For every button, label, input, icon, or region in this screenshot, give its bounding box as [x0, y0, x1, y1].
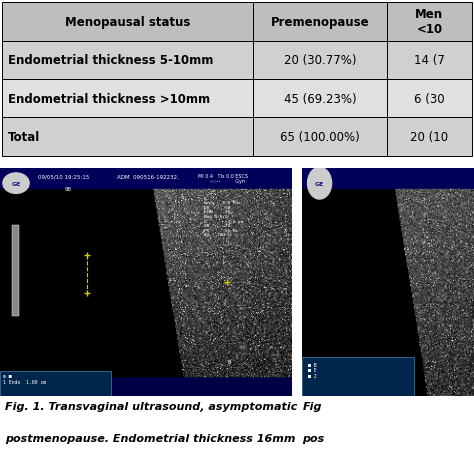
Bar — [2, 80, 254, 118]
Bar — [254, 80, 387, 118]
Text: 6 (30: 6 (30 — [414, 93, 445, 106]
Text: Total: Total — [8, 131, 40, 144]
Bar — [302, 357, 414, 396]
Text: Fig: Fig — [302, 401, 322, 411]
Text: MI 0.4   TIs 0.0 ESCS: MI 0.4 TIs 0.0 ESCS — [198, 173, 248, 178]
Text: 20 (30.77%): 20 (30.77%) — [284, 54, 356, 67]
Circle shape — [308, 168, 332, 200]
Bar — [254, 118, 387, 156]
Text: 8-: 8- — [228, 359, 232, 364]
Bar — [387, 118, 472, 156]
Text: 09/05/10 19:25:15: 09/05/10 19:25:15 — [38, 175, 89, 180]
Bar — [387, 80, 472, 118]
Text: GE: GE — [11, 181, 21, 186]
Text: GE: GE — [315, 181, 324, 186]
Text: Premenopause: Premenopause — [271, 16, 370, 29]
Bar — [387, 3, 472, 42]
Bar — [254, 3, 387, 42]
Bar — [2, 118, 254, 156]
Bar — [12, 225, 19, 317]
Text: ⊕ ■
1 Endo  1.60 cm: ⊕ ■ 1 Endo 1.60 cm — [3, 373, 46, 384]
Text: ■ B
■ E
■ 2: ■ B ■ E ■ 2 — [308, 362, 316, 378]
Text: 98: 98 — [64, 187, 71, 192]
Bar — [254, 42, 387, 80]
Text: Endometrial thickness 5-10mm: Endometrial thickness 5-10mm — [8, 54, 213, 67]
Text: Men
<10: Men <10 — [415, 8, 444, 36]
Text: pos: pos — [302, 433, 325, 443]
Text: ADM  090516-192232,: ADM 090516-192232, — [117, 175, 179, 180]
Circle shape — [3, 174, 29, 194]
Text: -:-:--          Gyn: -:-:-- Gyn — [210, 179, 245, 184]
Text: 45 (69.23%): 45 (69.23%) — [284, 93, 356, 106]
Bar — [387, 42, 472, 80]
Text: 14 (7: 14 (7 — [414, 54, 445, 67]
Text: 20 (10: 20 (10 — [410, 131, 448, 144]
Bar — [0, 371, 111, 396]
Text: postmenopause. Endometrial thickness 16mm: postmenopause. Endometrial thickness 16m… — [5, 433, 295, 443]
Bar — [2, 3, 254, 42]
Text: Endometrial thickness >10mm: Endometrial thickness >10mm — [8, 93, 210, 106]
Text: Menopausal status: Menopausal status — [65, 16, 191, 29]
Text: Fig. 1. Transvaginal ultrasound, asymptomatic: Fig. 1. Transvaginal ultrasound, asympto… — [5, 401, 297, 411]
Text: B
Freq   8.0 MHz
Gn      50
EIA     10
Map D/0/0
D        7.0 cm
DR      72
FR  : B Freq 8.0 MHz Gn 50 EIA 10 Map D/0/0 D … — [204, 196, 244, 237]
Text: 65 (100.00%): 65 (100.00%) — [281, 131, 360, 144]
Bar — [2, 42, 254, 80]
